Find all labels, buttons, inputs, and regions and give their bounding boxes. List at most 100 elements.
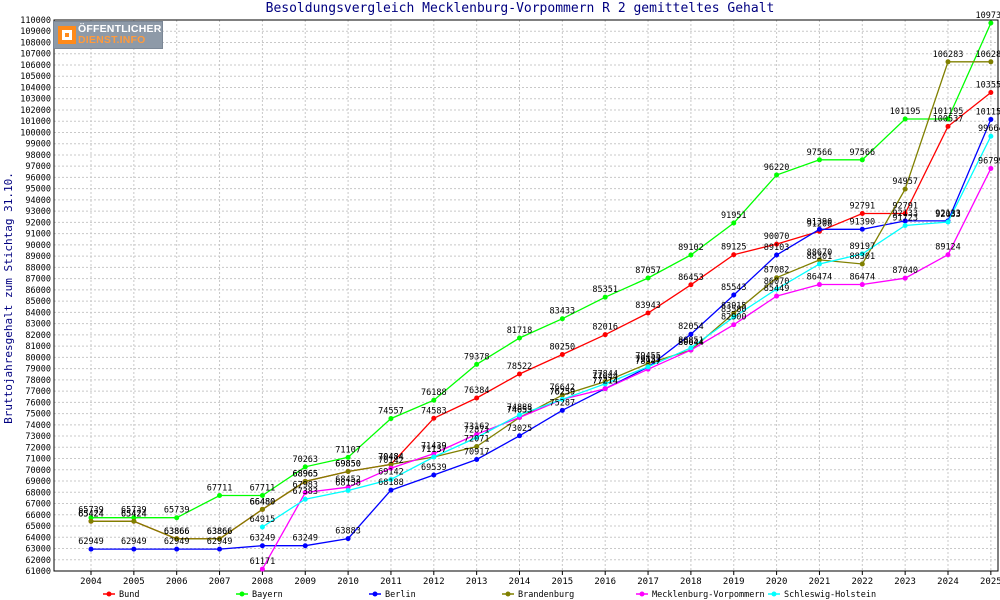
data-point xyxy=(88,546,94,552)
data-point xyxy=(302,489,308,495)
data-point xyxy=(302,543,308,549)
data-label: 65739 xyxy=(121,506,147,516)
x-tick-label: 2025 xyxy=(980,577,1000,587)
x-tick-label: 2008 xyxy=(252,577,274,587)
data-label: 69850 xyxy=(335,459,361,469)
data-point xyxy=(988,59,994,65)
y-tick-label: 69000 xyxy=(25,477,51,487)
y-tick-label: 73000 xyxy=(25,432,51,442)
logo-line-1: ÖFFENTLICHER xyxy=(78,23,162,35)
data-label: 68452 xyxy=(335,475,361,485)
data-point xyxy=(131,546,137,552)
y-tick-label: 83000 xyxy=(25,320,51,330)
y-tick-label: 85000 xyxy=(25,297,51,307)
data-label: 78522 xyxy=(507,362,533,372)
data-label: 63883 xyxy=(335,527,361,537)
y-tick-label: 96000 xyxy=(25,173,51,183)
data-point xyxy=(345,536,351,542)
data-label: 76259 xyxy=(550,387,576,397)
legend-marker xyxy=(239,591,245,597)
x-tick-label: 2018 xyxy=(680,577,702,587)
legend-marker xyxy=(505,591,511,597)
data-label: 82016 xyxy=(592,323,618,333)
legend-item: Brandenburg xyxy=(502,590,574,600)
data-label: 101195 xyxy=(890,107,921,117)
data-point xyxy=(174,536,180,542)
y-tick-label: 107000 xyxy=(20,50,51,60)
data-label: 92133 xyxy=(935,209,961,219)
data-label: 76188 xyxy=(421,388,447,398)
data-point xyxy=(559,407,565,413)
legend: Bund Bayern Berlin Brandenburg Mecklenburg-V… xyxy=(103,590,876,600)
legend-item: Schleswig-Holstein xyxy=(768,590,876,600)
data-label: 71439 xyxy=(421,442,447,452)
y-tick-label: 67000 xyxy=(25,500,51,510)
x-tick-label: 2017 xyxy=(637,577,659,587)
data-label: 80644 xyxy=(678,338,704,348)
data-label: 97566 xyxy=(807,148,833,158)
data-point xyxy=(859,211,865,217)
data-label: 96220 xyxy=(764,163,790,173)
data-point xyxy=(559,316,565,322)
data-point xyxy=(859,251,865,257)
x-tick-label: 2013 xyxy=(466,577,488,587)
legend-item: Bund xyxy=(103,590,139,600)
data-point xyxy=(902,186,908,192)
logo-line-2: DIENST.INFO xyxy=(78,34,146,46)
data-label: 77644 xyxy=(592,372,618,382)
data-label: 86453 xyxy=(678,273,704,283)
data-point xyxy=(774,241,780,247)
data-label: 76642 xyxy=(550,383,576,393)
data-label: 63866 xyxy=(207,527,233,537)
x-tick-label: 2022 xyxy=(851,577,873,587)
data-point xyxy=(388,465,394,471)
data-label: 99664 xyxy=(978,124,1000,134)
data-label: 76384 xyxy=(464,386,490,396)
series-line xyxy=(261,168,992,570)
data-label: 86474 xyxy=(850,273,876,283)
data-point xyxy=(131,518,137,524)
data-label: 77214 xyxy=(592,377,618,387)
data-point xyxy=(559,352,565,358)
data-point xyxy=(345,454,351,460)
data-point xyxy=(859,282,865,288)
data-point xyxy=(259,493,265,499)
x-tick-label: 2023 xyxy=(894,577,916,587)
series-line xyxy=(91,119,992,550)
data-point xyxy=(474,395,480,401)
data-label: 62949 xyxy=(78,537,104,547)
legend-label: Bund xyxy=(119,590,139,600)
data-label: 71107 xyxy=(335,445,361,455)
data-label: 63866 xyxy=(164,527,190,537)
data-point xyxy=(388,461,394,467)
x-tick-label: 2012 xyxy=(423,577,445,587)
data-point xyxy=(388,487,394,493)
data-label: 89197 xyxy=(850,242,876,252)
data-label: 89125 xyxy=(721,243,747,253)
y-tick-label: 80000 xyxy=(25,353,51,363)
y-tick-label: 78000 xyxy=(25,376,51,386)
data-label: 65739 xyxy=(164,506,190,516)
data-point xyxy=(259,506,265,512)
y-tick-label: 102000 xyxy=(20,106,51,116)
data-label: 67711 xyxy=(207,484,233,494)
data-label: 85449 xyxy=(764,284,790,294)
data-label: 87082 xyxy=(764,266,790,276)
data-label: 91951 xyxy=(721,211,747,221)
data-point xyxy=(602,381,608,387)
data-label: 78947 xyxy=(635,357,661,367)
data-point xyxy=(602,386,608,392)
data-point xyxy=(902,223,908,229)
data-point xyxy=(859,261,865,267)
y-tick-label: 98000 xyxy=(25,151,51,161)
data-label: 83915 xyxy=(721,301,747,311)
y-tick-label: 86000 xyxy=(25,286,51,296)
data-label: 88301 xyxy=(850,252,876,262)
logo: ÖFFENTLICHER DIENST.INFO xyxy=(53,21,163,49)
data-point xyxy=(945,219,951,225)
data-label: 103553 xyxy=(975,80,1000,90)
data-point xyxy=(945,123,951,129)
data-label: 66480 xyxy=(250,497,276,507)
